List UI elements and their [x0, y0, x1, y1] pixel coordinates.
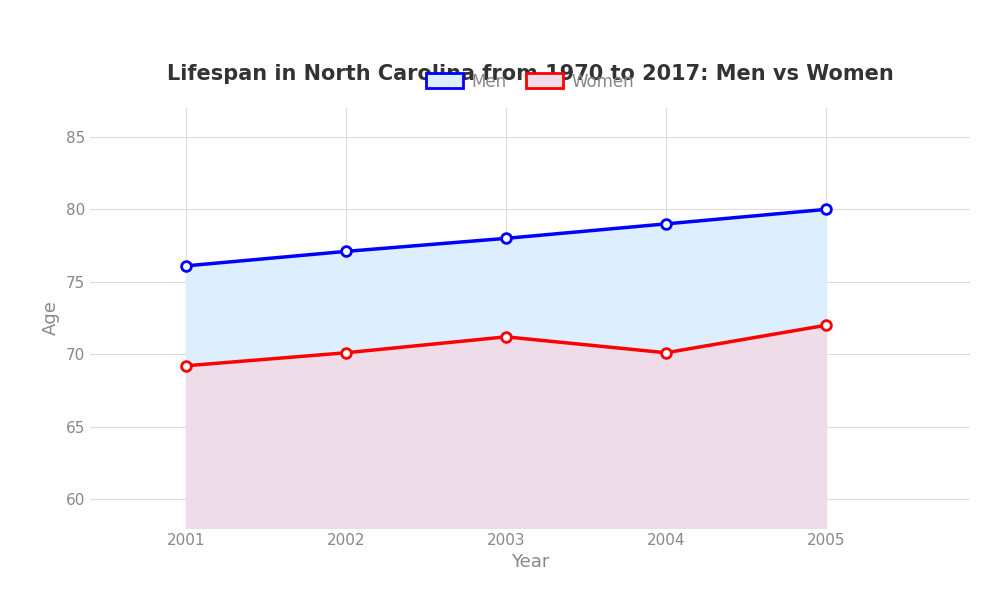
- Y-axis label: Age: Age: [42, 301, 60, 335]
- Title: Lifespan in North Carolina from 1970 to 2017: Men vs Women: Lifespan in North Carolina from 1970 to …: [167, 64, 893, 84]
- Legend: Men, Women: Men, Women: [419, 66, 641, 97]
- X-axis label: Year: Year: [511, 553, 549, 571]
